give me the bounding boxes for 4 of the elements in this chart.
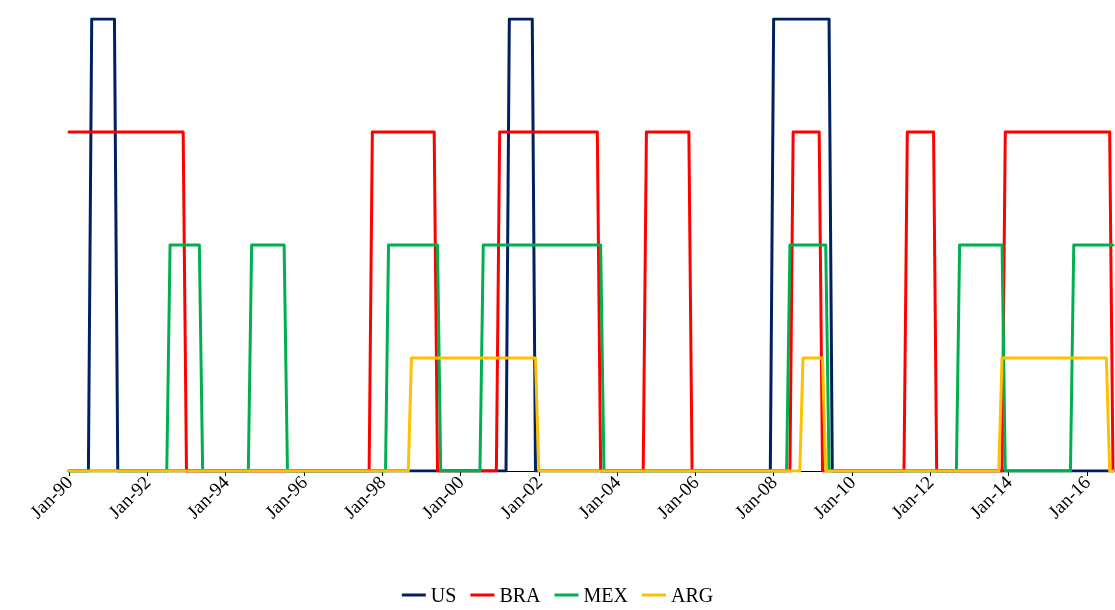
legend-label: BRA — [499, 584, 542, 606]
legend-label: MEX — [583, 584, 629, 606]
legend-label: ARG — [670, 584, 714, 606]
legend-label: US — [430, 584, 457, 606]
